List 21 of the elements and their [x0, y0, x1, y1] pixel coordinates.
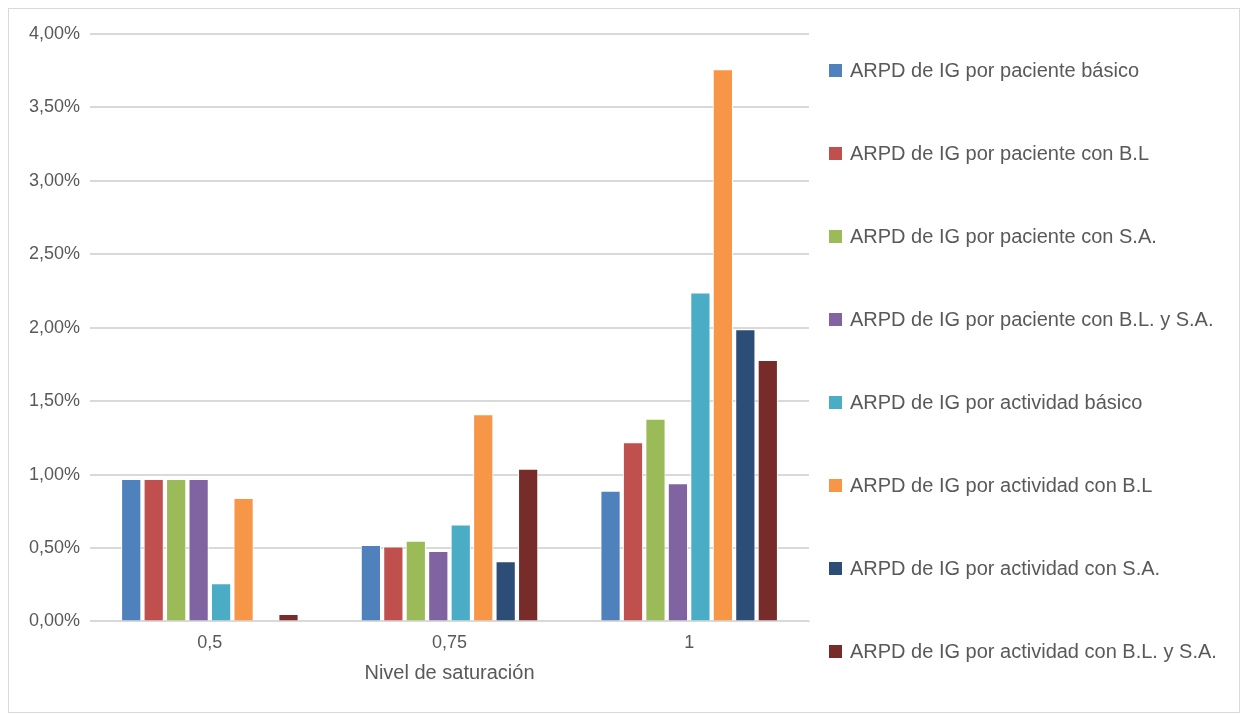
y-tick-label: 1,50% [28, 390, 81, 411]
legend-label: ARPD de IG por actividad con S.A. [850, 555, 1161, 581]
x-axis-title: Nivel de saturación [364, 660, 535, 683]
x-tick-label: 0,5 [197, 632, 223, 653]
y-tick-label: 1,00% [28, 463, 81, 484]
y-tick-label: 0,50% [28, 536, 81, 557]
y-tick-label: 2,50% [28, 243, 81, 264]
y-tick-label: 2,00% [28, 316, 81, 337]
legend-label: ARPD de IG por paciente básico [850, 58, 1140, 84]
y-tick-label: 0,00% [28, 610, 81, 631]
legend-label: ARPD de IG por paciente con S.A. [850, 224, 1157, 250]
x-tick-label: 1 [684, 632, 695, 653]
y-tick-label: 4,00% [28, 22, 81, 43]
legend-label: ARPD de IG por paciente con B.L [850, 141, 1150, 167]
legend-label: ARPD de IG por actividad con B.L. y S.A. [850, 638, 1217, 664]
legend-label: ARPD de IG por paciente con B.L. y S.A. [850, 307, 1214, 333]
y-tick-label: 3,00% [28, 169, 81, 190]
legend-label: ARPD de IG por actividad con B.L [850, 472, 1153, 498]
x-tick-label: 0,75 [432, 632, 468, 653]
legend-label: ARPD de IG por actividad básico [850, 389, 1143, 415]
y-tick-label: 3,50% [28, 96, 81, 117]
